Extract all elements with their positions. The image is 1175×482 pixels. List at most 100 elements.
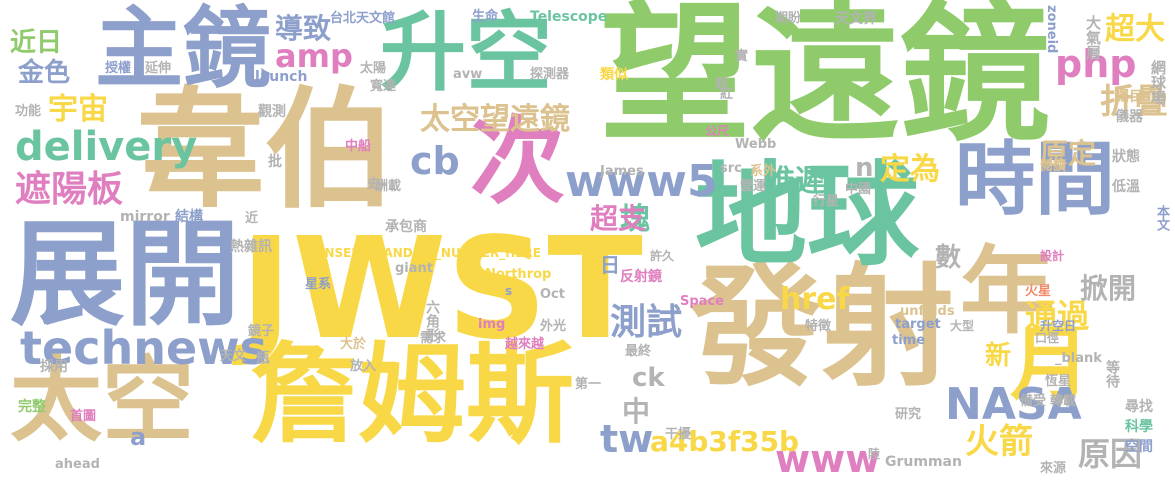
word: 新	[985, 341, 1012, 371]
word: 反射鏡	[620, 269, 662, 285]
word: 設計	[1040, 249, 1065, 263]
word: 導致	[275, 12, 332, 45]
word: 太空	[10, 347, 195, 454]
word: 延伸	[145, 61, 172, 76]
word: 火箭	[965, 422, 1033, 462]
word: 完整	[18, 399, 46, 415]
word: 來源	[1040, 461, 1067, 476]
word: src	[720, 161, 742, 176]
word: tw	[600, 417, 654, 461]
word: 升空	[380, 3, 552, 103]
word: a4b3f35b	[650, 425, 800, 458]
word: 轉載	[1050, 394, 1077, 409]
word: 等待	[1104, 360, 1120, 388]
word: Space	[680, 294, 724, 309]
word: 第一	[575, 377, 602, 392]
word: 熱雜訊	[230, 239, 272, 255]
word: 低溫	[1112, 179, 1140, 195]
word: 六角形	[424, 300, 440, 342]
word: 越來越	[505, 337, 545, 352]
word: 遮陽板	[15, 169, 124, 210]
word: ahead	[55, 457, 100, 472]
word: 原因	[1078, 435, 1143, 473]
word: 干擾	[665, 427, 692, 442]
word: 大氣層	[1084, 15, 1102, 60]
word: 近	[245, 211, 259, 226]
word: delivery	[15, 124, 198, 170]
word: 測試	[610, 302, 683, 343]
word: n	[855, 153, 874, 183]
word: 寬達	[370, 79, 397, 94]
word: 月	[1010, 318, 1090, 411]
word: 塊	[620, 202, 650, 237]
word: www5	[565, 156, 718, 207]
word: 恆星	[1045, 374, 1072, 389]
word: 囑目	[1115, 89, 1143, 105]
word: unfolds	[900, 304, 955, 319]
word: 日	[600, 253, 620, 277]
word: 授權	[105, 61, 132, 76]
word: INSERT_RANDOM_NUMBER_HERE	[320, 246, 541, 260]
word: 最終	[625, 344, 652, 359]
word: 特徵	[805, 319, 832, 334]
word: 火星	[1025, 284, 1052, 299]
word: 原定	[1040, 137, 1097, 170]
word: 超大	[1105, 12, 1165, 47]
word: technews	[20, 321, 268, 375]
word: Northrop	[485, 267, 552, 282]
word: 儀器	[1115, 109, 1143, 125]
word: 放入	[350, 359, 377, 374]
word: 探測器	[530, 67, 570, 82]
word: 中國	[845, 182, 872, 197]
word: 近日	[10, 28, 63, 58]
word: 許久	[650, 249, 675, 263]
word: 批	[268, 154, 282, 170]
word: img	[478, 317, 506, 332]
word: _blank	[1055, 351, 1102, 366]
word: 超	[715, 77, 729, 92]
word: 望遠鏡	[600, 0, 1051, 162]
word: 太空望遠鏡	[420, 102, 570, 137]
word: 網球場	[1149, 60, 1167, 105]
word: 史	[367, 177, 381, 192]
word: 生命	[472, 9, 499, 24]
word: launch	[255, 69, 308, 85]
word: avw	[453, 67, 483, 82]
word: 期盼	[775, 11, 802, 26]
word: 主鏡	[95, 0, 272, 100]
word: 天文	[220, 349, 247, 364]
word: s	[505, 284, 513, 298]
word: 詹姆斯	[250, 333, 575, 458]
word: 本文	[1154, 205, 1169, 231]
word: 結構	[175, 209, 203, 225]
word: 備受	[1020, 394, 1047, 409]
word: 類似	[600, 67, 628, 83]
word: Oct	[540, 287, 565, 302]
word: 升空日	[1040, 319, 1077, 333]
word: 紅	[720, 87, 734, 102]
word: 地球	[695, 151, 919, 281]
word: James	[600, 164, 644, 179]
word: 實	[735, 49, 749, 64]
word: 年	[960, 237, 1056, 347]
word: ck	[632, 363, 665, 393]
word: 口徑	[1035, 331, 1060, 345]
word: 鏡子	[248, 324, 275, 339]
word: 宇宙	[48, 92, 108, 127]
word: 掀開	[1080, 272, 1137, 305]
word: 韋伯	[135, 74, 396, 226]
word: 科學	[1125, 419, 1153, 435]
word: 尋找	[1125, 399, 1153, 415]
word: 觀測	[258, 104, 286, 120]
word: 首圖	[70, 409, 97, 424]
word: Webb	[735, 137, 777, 152]
word: Telescope	[530, 9, 608, 25]
word: 天文界	[835, 11, 877, 27]
word: 折疊	[1100, 82, 1168, 122]
word: 金色	[18, 58, 71, 88]
word: 行星	[813, 194, 840, 209]
word: 大型	[950, 319, 975, 333]
word: 閱讀	[1040, 159, 1067, 174]
word: 系外	[750, 164, 777, 179]
